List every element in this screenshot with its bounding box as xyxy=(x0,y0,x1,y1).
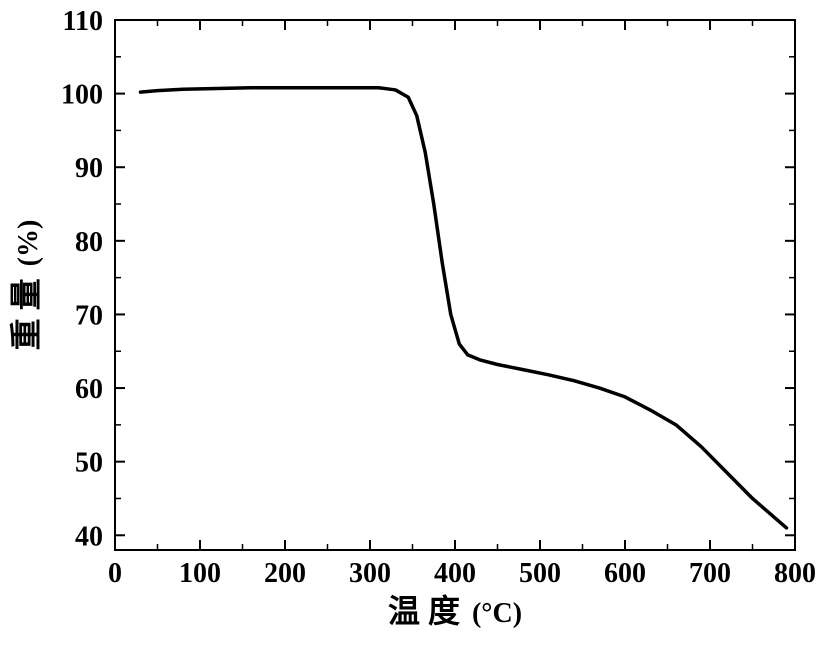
svg-text:60: 60 xyxy=(75,374,103,405)
x-ticks-major xyxy=(115,20,795,550)
chart-svg: 0 100 200 300 400 500 600 700 800 40 50 60 70 80 90 10… xyxy=(0,0,831,645)
svg-text:80: 80 xyxy=(75,227,103,258)
x-tick-labels: 0 100 200 300 400 500 600 700 800 xyxy=(108,558,816,589)
x-axis-label: 温 度 (°C) xyxy=(388,593,522,629)
svg-text:重 量 (%): 重 量 (%) xyxy=(8,220,44,351)
x-ticks-minor xyxy=(158,20,753,550)
svg-text:800: 800 xyxy=(774,558,816,589)
svg-text:400: 400 xyxy=(434,558,476,589)
svg-text:110: 110 xyxy=(63,6,103,37)
data-curve xyxy=(141,88,787,528)
svg-text:70: 70 xyxy=(75,300,103,331)
svg-text:100: 100 xyxy=(179,558,221,589)
y-tick-labels: 40 50 60 70 80 90 100 110 xyxy=(61,6,103,552)
svg-text:0: 0 xyxy=(108,558,122,589)
tga-chart: 0 100 200 300 400 500 600 700 800 40 50 60 70 80 90 10… xyxy=(0,0,831,645)
y-ticks-major xyxy=(115,20,795,535)
y-ticks-minor xyxy=(115,57,795,499)
svg-text:700: 700 xyxy=(689,558,731,589)
svg-text:90: 90 xyxy=(75,153,103,184)
svg-text:200: 200 xyxy=(264,558,306,589)
svg-text:500: 500 xyxy=(519,558,561,589)
svg-text:600: 600 xyxy=(604,558,646,589)
svg-text:300: 300 xyxy=(349,558,391,589)
plot-frame xyxy=(115,20,795,550)
svg-text:40: 40 xyxy=(75,521,103,552)
svg-text:100: 100 xyxy=(61,80,103,111)
svg-text:50: 50 xyxy=(75,448,103,479)
y-axis-label: 重 量 (%) xyxy=(8,220,44,351)
